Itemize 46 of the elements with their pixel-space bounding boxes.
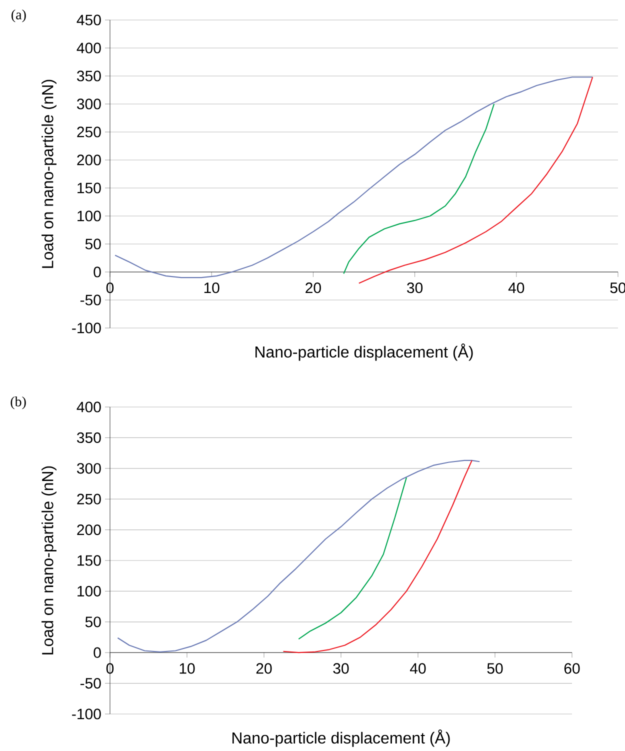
y-tick-label: 0 — [94, 647, 101, 658]
chart-title: (a) — [12, 10, 26, 22]
y-tick-label: -50 — [80, 294, 101, 306]
y-tick-label: 450 — [76, 14, 101, 26]
x-axis-title: Nano-particle displacement (Å) — [232, 730, 450, 747]
y-tick-label: 100 — [78, 210, 101, 222]
y-tick-label: 200 — [77, 154, 101, 166]
y-axis-title: Load on nano-particle (nN) — [42, 80, 56, 268]
line-series — [282, 460, 472, 654]
y-tick-label: 300 — [77, 463, 101, 474]
x-tick-label: 20 — [306, 282, 321, 294]
y-tick-label: 50 — [85, 238, 101, 250]
x-tick-label: 30 — [333, 663, 349, 674]
x-tick-label: 40 — [508, 282, 524, 294]
line-series — [343, 103, 495, 274]
y-axis-title: Load on nano-particle (nN) — [42, 466, 56, 654]
x-tick-label: 10 — [204, 282, 220, 294]
y-tick-label: -100 — [72, 322, 101, 334]
x-tick-label: 30 — [407, 282, 423, 294]
line-series — [298, 477, 407, 640]
y-tick-label: 400 — [76, 402, 101, 412]
y-tick-label: 100 — [78, 586, 101, 596]
x-tick-label: 0 — [106, 663, 114, 674]
y-tick-label: 350 — [77, 70, 101, 82]
y-tick-label: 200 — [77, 524, 101, 536]
x-tick-label: 20 — [256, 663, 272, 674]
x-tick-label: 60 — [564, 663, 580, 674]
x-tick-label: 40 — [410, 663, 426, 674]
y-tick-label: 350 — [77, 432, 101, 443]
y-tick-label: 250 — [77, 126, 101, 138]
x-tick-label: 0 — [106, 282, 114, 294]
x-tick-label: 50 — [487, 663, 503, 674]
x-tick-label: 10 — [180, 663, 195, 674]
y-tick-label: 150 — [78, 182, 101, 194]
line-series — [117, 460, 480, 653]
x-axis-title: Nano-particle displacement (Å) — [255, 344, 473, 361]
y-tick-label: 300 — [77, 98, 101, 110]
y-tick-label: 50 — [85, 616, 101, 628]
line-series — [358, 76, 594, 284]
chart-title: (b) — [10, 396, 26, 410]
y-tick-label: 0 — [94, 266, 101, 278]
y-tick-label: 250 — [77, 494, 101, 504]
y-tick-label: -100 — [72, 708, 101, 720]
y-tick-label: 400 — [76, 42, 101, 54]
y-tick-label: 150 — [78, 555, 101, 566]
y-tick-label: -50 — [80, 678, 101, 689]
